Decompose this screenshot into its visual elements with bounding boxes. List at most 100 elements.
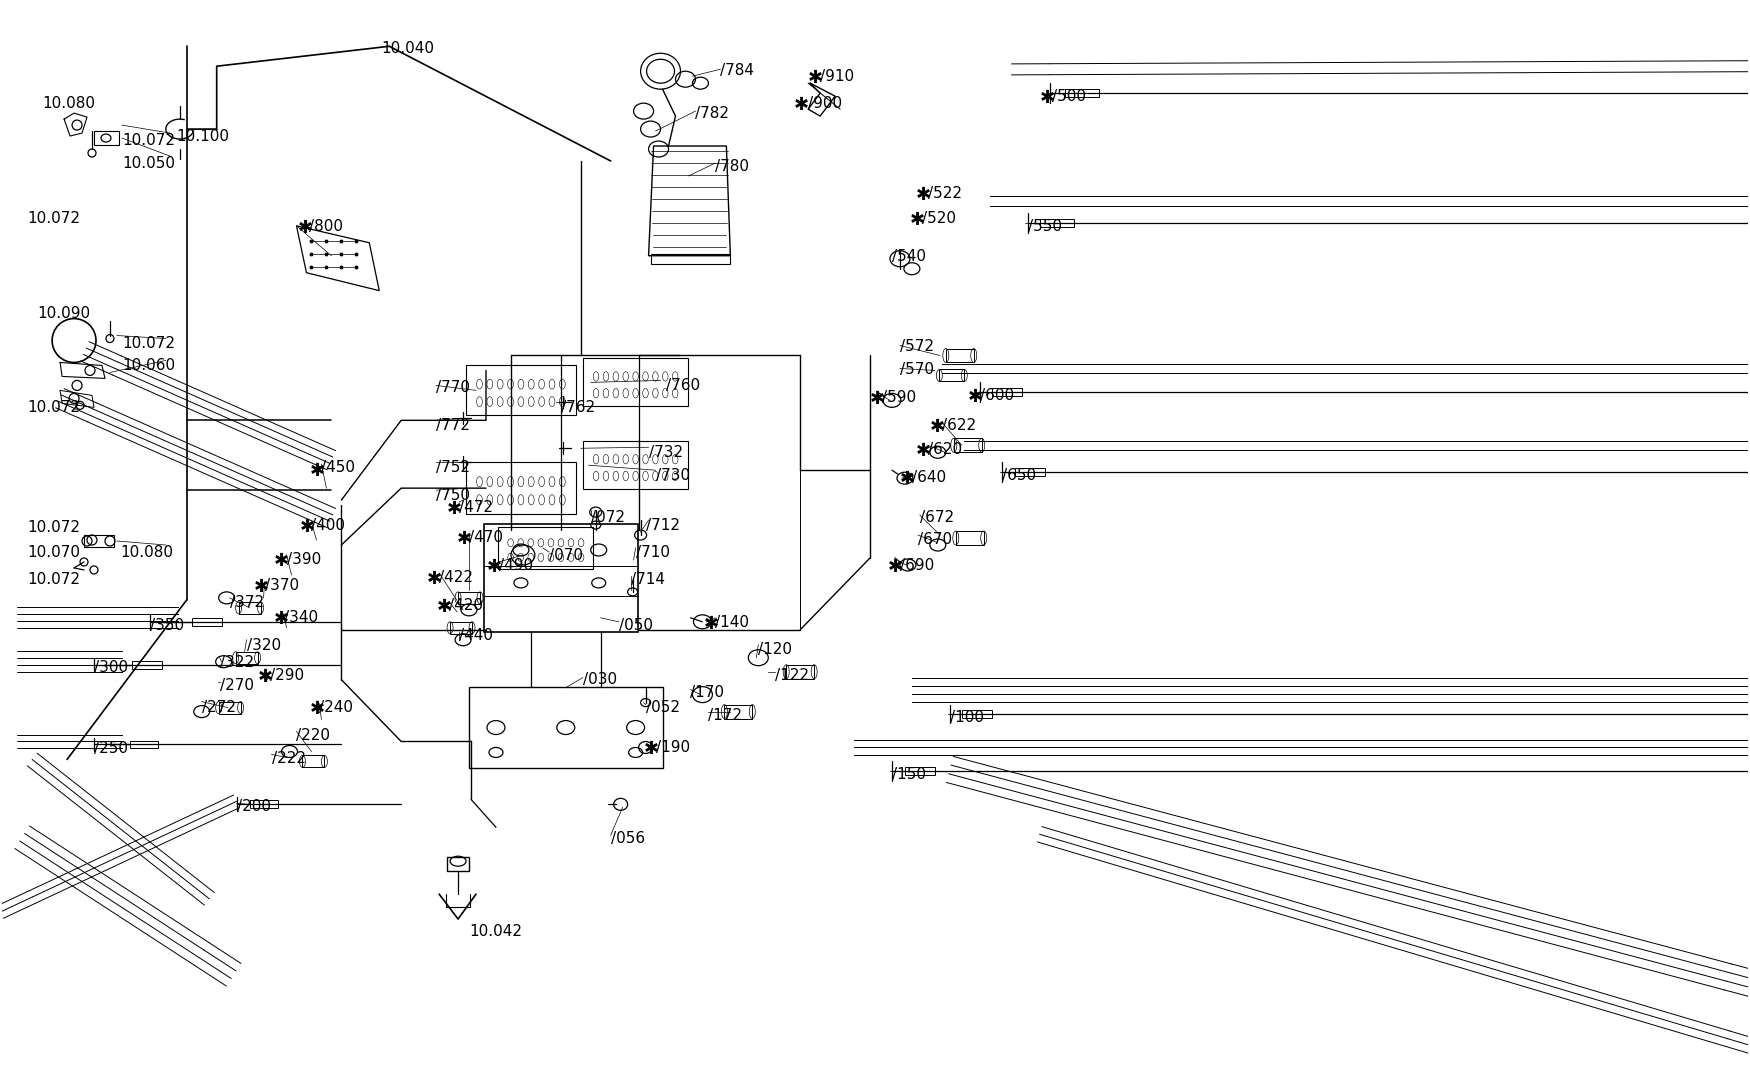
Text: ✱: ✱ — [273, 609, 289, 628]
Bar — [219, 702, 240, 714]
Text: /440: /440 — [458, 628, 493, 643]
Text: 10.042: 10.042 — [469, 924, 522, 938]
Bar — [954, 438, 982, 452]
Text: ✱: ✱ — [298, 219, 313, 237]
Text: /772: /772 — [436, 419, 471, 434]
Bar — [84, 535, 114, 547]
Text: ✱: ✱ — [310, 462, 324, 481]
Text: /640: /640 — [912, 470, 947, 485]
Text: /122: /122 — [775, 668, 808, 682]
Text: /620: /620 — [928, 443, 962, 458]
Text: /050: /050 — [620, 618, 653, 633]
Text: 10.100: 10.100 — [177, 129, 229, 144]
Text: 10.072: 10.072 — [123, 133, 175, 148]
Bar — [131, 661, 161, 668]
Text: /272: /272 — [201, 700, 236, 715]
Text: /290: /290 — [270, 668, 304, 682]
Text: /650: /650 — [1001, 469, 1036, 483]
Text: /782: /782 — [695, 106, 730, 121]
Text: /070: /070 — [550, 548, 583, 564]
Text: ✱: ✱ — [704, 615, 719, 633]
Text: /570: /570 — [900, 363, 934, 377]
Bar — [236, 652, 257, 664]
Text: 10.072: 10.072 — [28, 572, 80, 586]
Bar — [1015, 469, 1045, 476]
Text: ✱: ✱ — [794, 96, 808, 114]
Bar — [466, 462, 576, 514]
Text: /072: /072 — [592, 510, 625, 525]
Text: ✱: ✱ — [487, 558, 502, 576]
Text: /572: /572 — [900, 339, 934, 353]
Text: 10.072: 10.072 — [123, 336, 175, 351]
Text: ✱: ✱ — [644, 739, 658, 758]
Text: /322: /322 — [220, 655, 254, 669]
Text: /752: /752 — [436, 460, 471, 475]
Text: /120: /120 — [758, 642, 793, 657]
Text: /762: /762 — [560, 400, 595, 415]
Text: /730: /730 — [656, 469, 690, 483]
Text: ✱: ✱ — [254, 578, 270, 596]
Text: /760: /760 — [665, 378, 700, 393]
Text: /622: /622 — [942, 419, 977, 434]
Text: /690: /690 — [900, 558, 934, 573]
Text: ✱: ✱ — [457, 530, 472, 548]
Text: /052: /052 — [646, 700, 679, 715]
Text: ✱: ✱ — [446, 500, 462, 518]
Bar — [483, 524, 639, 632]
Text: /770: /770 — [436, 380, 471, 396]
Text: /714: /714 — [630, 572, 665, 586]
Text: 10.050: 10.050 — [123, 156, 175, 171]
Bar — [905, 767, 934, 775]
Text: /300: /300 — [94, 659, 128, 675]
Text: /240: /240 — [320, 700, 354, 715]
Text: /472: /472 — [458, 500, 493, 516]
Text: ✱: ✱ — [870, 390, 886, 409]
Bar — [469, 687, 663, 768]
Bar — [192, 618, 222, 626]
Bar — [499, 528, 593, 569]
Text: ✱: ✱ — [808, 70, 822, 87]
Text: ✱: ✱ — [438, 597, 452, 616]
Text: /490: /490 — [499, 558, 534, 573]
Text: /056: /056 — [611, 832, 644, 846]
Text: /500: /500 — [1052, 89, 1085, 105]
Bar — [786, 665, 814, 679]
Text: /672: /672 — [920, 510, 954, 525]
Bar — [963, 710, 992, 717]
Text: ✱: ✱ — [915, 443, 931, 460]
Text: /670: /670 — [919, 532, 952, 547]
Text: /170: /170 — [691, 685, 724, 700]
Text: ✱: ✱ — [257, 668, 273, 686]
Text: /784: /784 — [721, 63, 754, 78]
Text: ✱: ✱ — [915, 186, 931, 204]
Text: /420: /420 — [450, 597, 483, 613]
Text: /030: /030 — [583, 671, 616, 687]
Bar — [130, 740, 158, 749]
Text: /780: /780 — [716, 159, 749, 174]
Text: 10.040: 10.040 — [382, 41, 434, 57]
Text: /222: /222 — [271, 751, 306, 766]
Text: /900: /900 — [808, 96, 842, 111]
Text: /732: /732 — [649, 445, 682, 460]
Text: /340: /340 — [284, 609, 318, 625]
Text: /390: /390 — [287, 552, 320, 567]
Text: ✱: ✱ — [299, 518, 315, 536]
Text: ✱: ✱ — [1040, 89, 1055, 107]
Text: ✱: ✱ — [310, 700, 324, 717]
Text: /372: /372 — [229, 595, 264, 610]
Text: /712: /712 — [646, 518, 679, 533]
Text: /320: /320 — [247, 638, 280, 653]
Text: /750: /750 — [436, 488, 471, 504]
Text: 10.080: 10.080 — [42, 96, 94, 111]
Bar — [940, 370, 964, 382]
Text: /470: /470 — [469, 530, 502, 545]
Bar — [458, 592, 480, 604]
Text: 10.072: 10.072 — [28, 400, 80, 415]
Text: /190: /190 — [656, 739, 690, 754]
Text: /140: /140 — [716, 615, 749, 630]
Bar — [583, 359, 688, 407]
Text: /450: /450 — [322, 460, 355, 475]
Bar — [450, 621, 472, 633]
Text: /910: /910 — [821, 70, 854, 84]
Text: /350: /350 — [150, 618, 184, 633]
